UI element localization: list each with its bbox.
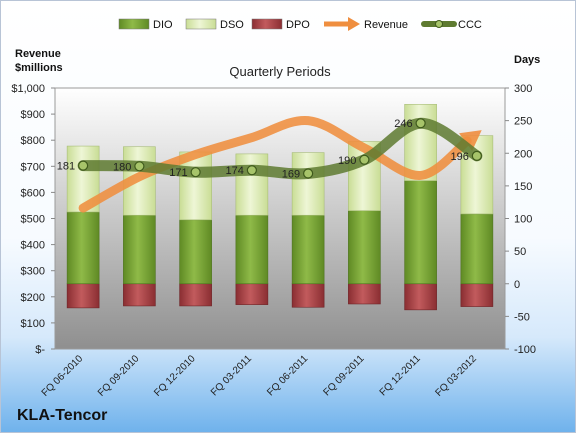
right-tick-label: 250 (514, 116, 532, 128)
ccc-point (134, 161, 145, 172)
legend-arrow-revenue (348, 17, 360, 31)
bar-dpo (460, 283, 494, 307)
ccc-data-label: 196 (451, 151, 469, 163)
bar-dso (179, 151, 212, 221)
category-label: FQ 06-2010 (40, 353, 86, 399)
right-tick-label: -50 (514, 311, 530, 323)
bar-dpo (179, 283, 212, 307)
bar-dpo (291, 283, 325, 308)
legend-swatch-dio (118, 18, 150, 30)
category-label: FQ 09-2011 (322, 353, 367, 398)
revenue-arrowhead (459, 130, 482, 151)
legend-label-ccc: CCC (458, 19, 482, 31)
ccc-point (303, 168, 314, 179)
left-tick-label: $100 (21, 318, 45, 330)
legend-marker-ccc (435, 20, 443, 28)
right-tick-label: 0 (514, 279, 520, 291)
ccc-point (359, 154, 370, 165)
revenue-line (78, 116, 472, 213)
legend-label-dio: DIO (153, 19, 173, 31)
right-tick-label: 200 (514, 148, 532, 160)
ccc-data-label: 169 (282, 168, 300, 180)
bar-dio (123, 214, 156, 285)
left-tick-label: $600 (21, 187, 45, 199)
ccc-data-label: 174 (226, 165, 244, 177)
category-label: FQ 06-2011 (265, 353, 310, 398)
bar-dio (235, 214, 269, 285)
ccc-data-label: 180 (113, 161, 131, 173)
right-tick-label: -100 (514, 344, 536, 356)
ccc-point (78, 160, 89, 171)
bar-dio (348, 210, 381, 285)
left-tick-label: $900 (21, 109, 45, 121)
left-axis-label-line1: Revenue (15, 48, 61, 60)
right-tick-label: 300 (514, 83, 532, 95)
ccc-point (246, 165, 257, 176)
legend-swatch-dso (185, 18, 217, 30)
ccc-point (190, 167, 201, 178)
category-label: FQ 12-2011 (378, 353, 423, 398)
bar-dio (291, 214, 325, 285)
legend-label-revenue: Revenue (364, 19, 408, 31)
ccc-data-label: 190 (338, 155, 356, 167)
ccc-point (415, 118, 426, 129)
right-axis-label: Days (514, 54, 540, 66)
ccc-data-label: 181 (57, 161, 75, 173)
company-name: KLA-Tencor (17, 407, 108, 424)
left-tick-label: $300 (21, 266, 45, 278)
ccc-point (471, 150, 482, 161)
left-tick-label: $500 (21, 214, 45, 226)
bar-dpo (123, 283, 156, 307)
right-tick-label: 50 (514, 246, 526, 258)
ccc-data-label: 246 (394, 118, 412, 130)
left-axis-label-line2: $millions (15, 62, 63, 74)
bar-dpo (66, 283, 100, 309)
ccc-data-label: 171 (169, 167, 187, 179)
left-tick-label: $400 (21, 240, 45, 252)
legend-label-dso: DSO (220, 19, 244, 31)
bar-dio (404, 180, 437, 285)
left-tick-label: $- (35, 344, 45, 356)
bar-dio (460, 213, 494, 285)
bar-dpo (235, 283, 269, 305)
category-label: FQ 12-2010 (152, 353, 198, 399)
left-tick-label: $200 (21, 292, 45, 304)
bar-dio (66, 211, 100, 285)
chart-title: Quarterly Periods (229, 64, 331, 79)
right-tick-label: 100 (514, 214, 532, 226)
category-label: FQ 03-2012 (433, 353, 479, 399)
bar-dso (235, 153, 269, 216)
left-tick-label: $700 (21, 161, 45, 173)
bar-dso (291, 152, 325, 216)
bar-dio (179, 219, 212, 285)
bar-dpo (348, 283, 381, 305)
right-tick-label: 150 (514, 181, 532, 193)
category-label: FQ 09-2010 (96, 353, 142, 399)
bar-dpo (404, 283, 437, 311)
category-label: FQ 03-2011 (209, 353, 254, 398)
legend-label-dpo: DPO (286, 19, 310, 31)
left-tick-label: $1,000 (11, 83, 45, 95)
legend-swatch-dpo (251, 18, 283, 30)
left-tick-label: $800 (21, 135, 45, 147)
